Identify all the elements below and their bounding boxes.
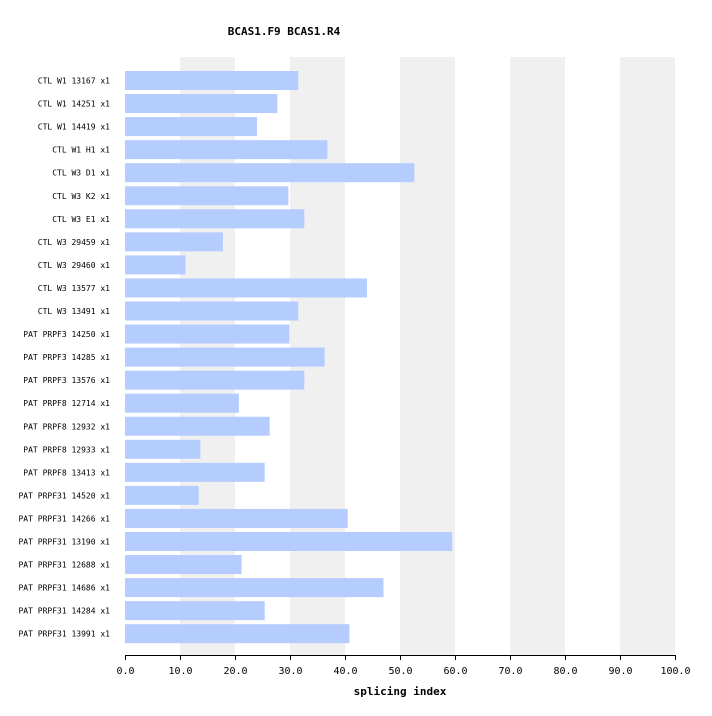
x-tick-label: 50.0: [388, 666, 412, 677]
bar: [125, 578, 384, 598]
category-label: CTL W3 13577 x1: [38, 284, 110, 293]
x-tick-label: 60.0: [443, 666, 467, 677]
bar: [125, 71, 299, 90]
bar: [125, 186, 289, 206]
bar: [125, 94, 278, 114]
category-label: PAT PRPF8 12714 x1: [23, 399, 110, 408]
category-label: PAT PRPF8 12932 x1: [23, 422, 110, 431]
category-label: PAT PRPF8 13413 x1: [23, 468, 110, 477]
bar: [125, 255, 186, 275]
category-label: CTL W3 13491 x1: [38, 307, 110, 316]
category-label: PAT PRPF31 12688 x1: [18, 561, 110, 570]
bars-group: [125, 71, 453, 644]
bar: [125, 462, 265, 482]
category-label: CTL W3 E1 x1: [52, 215, 110, 224]
category-label: CTL W3 D1 x1: [52, 169, 110, 178]
bar: [125, 555, 242, 575]
category-label: PAT PRPF31 14284 x1: [18, 607, 110, 616]
category-label: PAT PRPF31 14686 x1: [18, 584, 110, 593]
category-label: PAT PRPF8 12933 x1: [23, 445, 110, 454]
bar: [125, 532, 453, 551]
bar: [125, 140, 328, 160]
category-label: CTL W3 29460 x1: [38, 261, 110, 270]
category-label: CTL W1 14419 x1: [38, 123, 110, 132]
x-tick-label: 30.0: [278, 666, 302, 677]
bar: [125, 601, 265, 621]
bar: [125, 232, 223, 252]
bar: [125, 324, 290, 344]
x-ticks: 0.0 10.0 20.0 30.0 40.0 50.0 60.0 70.0 80.0 90.0 1…: [116, 655, 691, 677]
bar: [125, 508, 348, 528]
category-label: CTL W1 13167 x1: [38, 77, 110, 86]
category-label: PAT PRPF31 13991 x1: [18, 630, 110, 639]
bar: [125, 278, 367, 298]
bar: [125, 485, 199, 505]
x-tick-label: 70.0: [498, 666, 522, 677]
category-label: CTL W3 29459 x1: [38, 238, 110, 247]
bar: [125, 209, 305, 229]
bar: [125, 117, 257, 137]
bar: [125, 624, 350, 644]
bar: [125, 347, 325, 367]
category-labels: CTL W1 13167 x1 CTL W1 14251 x1 CTL W1 144…: [18, 77, 110, 639]
x-tick-label: 10.0: [168, 666, 192, 677]
category-label: PAT PRPF3 14250 x1: [23, 330, 110, 339]
x-axis-label: splicing index: [354, 685, 447, 698]
grid-band: [510, 57, 565, 655]
grid-band: [620, 57, 675, 655]
category-label: CTL W1 H1 x1: [52, 146, 110, 155]
category-label: PAT PRPF3 13576 x1: [23, 376, 110, 385]
chart-title: BCAS1.F9 BCAS1.R4: [228, 25, 341, 38]
category-label: PAT PRPF31 14520 x1: [18, 491, 110, 500]
category-label: CTL W3 K2 x1: [52, 192, 110, 201]
x-tick-label: 20.0: [223, 666, 247, 677]
bar: [125, 301, 299, 321]
grid-band: [400, 57, 455, 655]
bar: [125, 163, 415, 183]
x-tick-label: 80.0: [553, 666, 577, 677]
x-tick-label: 40.0: [333, 666, 357, 677]
category-label: PAT PRPF3 14285 x1: [23, 353, 110, 362]
bar: [125, 370, 305, 390]
bar: [125, 439, 201, 459]
category-label: CTL W1 14251 x1: [38, 100, 110, 109]
x-tick-label: 100.0: [660, 666, 690, 677]
category-label: PAT PRPF31 13190 x1: [18, 538, 110, 547]
category-label: PAT PRPF31 14266 x1: [18, 514, 110, 523]
x-tick-label: 90.0: [608, 666, 632, 677]
bar: [125, 393, 239, 413]
bar: [125, 416, 270, 436]
x-tick-label: 0.0: [116, 666, 134, 677]
